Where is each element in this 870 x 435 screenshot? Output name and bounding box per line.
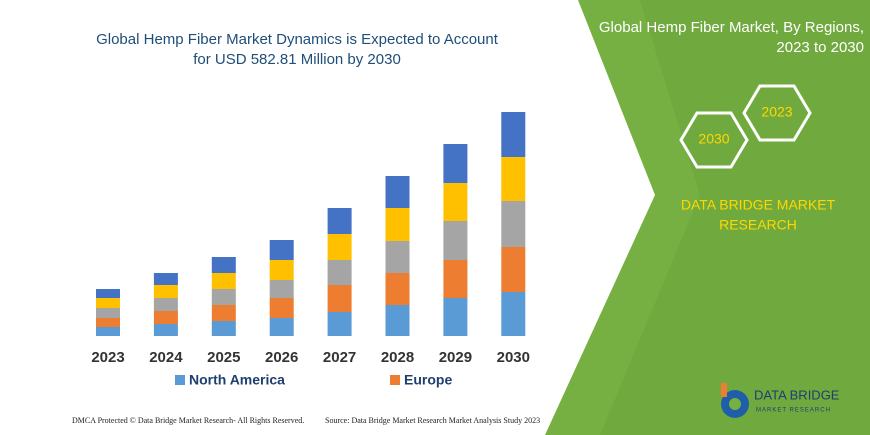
logo-icon-center — [729, 398, 741, 410]
bar-segment — [211, 305, 236, 321]
side-panel-shade — [600, 0, 870, 435]
bar-segment — [501, 201, 526, 247]
x-tick-label: 2025 — [207, 349, 240, 366]
bar-segment — [153, 273, 178, 285]
logo-name: DATA BRIDGE — [754, 387, 840, 402]
chart-title: Global Hemp Fiber Market Dynamics is Exp… — [96, 31, 499, 48]
logo-tagline: MARKET RESEARCH — [756, 408, 831, 414]
x-tick-label: 2029 — [439, 349, 472, 366]
bar-segment — [96, 327, 120, 336]
bar-segment — [501, 247, 526, 292]
plot-area: 2023 2024 2025 2026 2027 2028 2029 2030 North Am… — [91, 112, 530, 388]
legend-label: North America — [189, 372, 285, 388]
x-tick-label: 2026 — [265, 349, 298, 366]
x-tick-label: 2024 — [149, 349, 183, 366]
panel-heading: 2023 to 2030 — [776, 39, 864, 56]
chart-title: for USD 582.81 Million by 2030 — [193, 51, 401, 68]
x-tick-label: 2027 — [323, 349, 356, 366]
bar-segment — [501, 292, 526, 336]
hexagon-label: 2030 — [698, 131, 729, 147]
bar-segment — [153, 311, 178, 324]
bar-segment — [96, 318, 120, 327]
bar-segment — [269, 318, 294, 336]
bar-segment — [211, 273, 236, 289]
brand-text: DATA BRIDGE MARKET — [681, 197, 836, 213]
bar-segment — [327, 208, 352, 234]
bar-segment — [501, 157, 526, 201]
bar-segment — [385, 241, 410, 273]
bar-segment — [96, 298, 120, 308]
x-tick-label: 2028 — [381, 349, 414, 366]
bar-segment — [443, 298, 468, 336]
bar-segment — [443, 183, 468, 221]
bar-segment — [269, 240, 294, 260]
brand-text: RESEARCH — [719, 217, 797, 233]
panel-heading: Global Hemp Fiber Market, By Regions, — [599, 19, 864, 36]
bar-segment — [443, 144, 468, 183]
legend-swatch — [390, 375, 400, 385]
bar-segment — [443, 260, 468, 298]
bar-segment — [211, 257, 236, 273]
bar-segment — [443, 221, 468, 260]
bar-segment — [269, 298, 294, 318]
footer-right: Source: Data Bridge Market Research Mark… — [325, 416, 540, 425]
bar-segment — [269, 260, 294, 280]
bar-segment — [269, 280, 294, 298]
bar-segment — [327, 312, 352, 336]
hexagon — [742, 84, 812, 142]
legend-swatch — [175, 375, 185, 385]
footer-left: DMCA Protected © Data Bridge Market Rese… — [72, 416, 304, 425]
bar-segment — [327, 234, 352, 260]
bar-segment — [385, 176, 410, 208]
hexagon-label: 2023 — [761, 104, 792, 120]
x-tick-label: 2030 — [497, 349, 530, 366]
bar-segment — [153, 324, 178, 336]
bar-segment — [327, 260, 352, 285]
legend-label: Europe — [404, 372, 452, 388]
bar-segment — [211, 289, 236, 305]
bar-segment — [385, 305, 410, 336]
hexagon — [679, 111, 749, 169]
bar-segment — [153, 285, 178, 298]
bar-segment — [385, 273, 410, 305]
logo-icon-stem — [721, 383, 727, 397]
bar-segment — [96, 289, 120, 298]
bar-segment — [153, 298, 178, 311]
bar-segment — [96, 308, 120, 318]
bar-segment — [501, 112, 526, 157]
bar-segment — [211, 321, 236, 336]
bar-segment — [327, 285, 352, 312]
x-tick-label: 2023 — [91, 349, 124, 366]
bar-segment — [385, 208, 410, 241]
